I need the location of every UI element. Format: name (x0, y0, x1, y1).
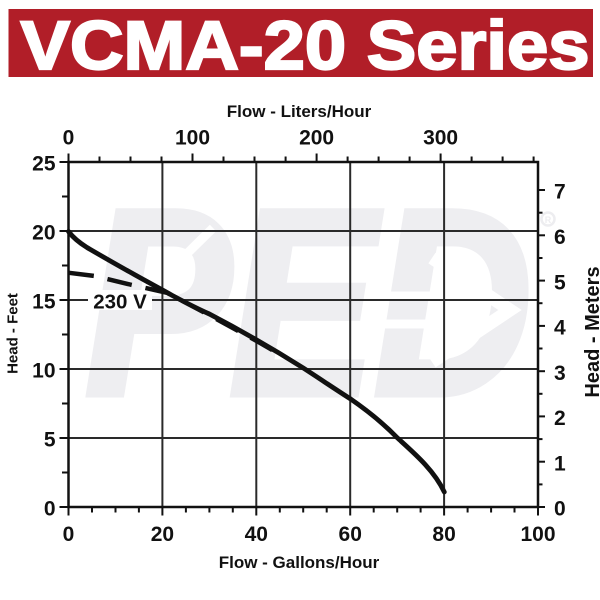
svg-text:300: 300 (423, 127, 458, 150)
svg-text:100: 100 (175, 127, 210, 150)
svg-text:10: 10 (32, 360, 55, 383)
svg-text:0: 0 (63, 523, 75, 546)
svg-text:200: 200 (299, 127, 334, 150)
svg-text:R: R (545, 215, 552, 225)
svg-text:PED: PED (86, 156, 531, 449)
svg-text:0: 0 (554, 498, 566, 521)
svg-text:60: 60 (339, 523, 362, 546)
svg-text:Flow - Liters/Hour: Flow - Liters/Hour (227, 102, 372, 121)
svg-text:20: 20 (32, 222, 55, 245)
svg-text:7: 7 (554, 181, 566, 204)
svg-text:2: 2 (554, 407, 566, 430)
svg-text:0: 0 (63, 127, 75, 150)
svg-text:6: 6 (554, 226, 566, 249)
svg-text:3: 3 (554, 362, 566, 385)
svg-text:5: 5 (554, 271, 566, 294)
svg-text:Flow - Gallons/Hour: Flow - Gallons/Hour (219, 553, 380, 572)
svg-text:40: 40 (245, 523, 268, 546)
svg-text:100: 100 (520, 523, 555, 546)
svg-text:80: 80 (432, 523, 455, 546)
svg-text:230 V: 230 V (93, 290, 147, 313)
svg-text:25: 25 (32, 153, 56, 176)
svg-text:4: 4 (554, 317, 566, 340)
svg-text:Head - Meters: Head - Meters (582, 266, 600, 397)
svg-text:5: 5 (44, 429, 56, 452)
svg-text:15: 15 (32, 291, 56, 314)
svg-text:VCMA-20 Series: VCMA-20 Series (21, 7, 590, 84)
svg-text:0: 0 (44, 498, 56, 521)
svg-text:20: 20 (151, 523, 174, 546)
svg-text:Head - Feet: Head - Feet (4, 293, 21, 374)
svg-text:1: 1 (554, 452, 566, 475)
